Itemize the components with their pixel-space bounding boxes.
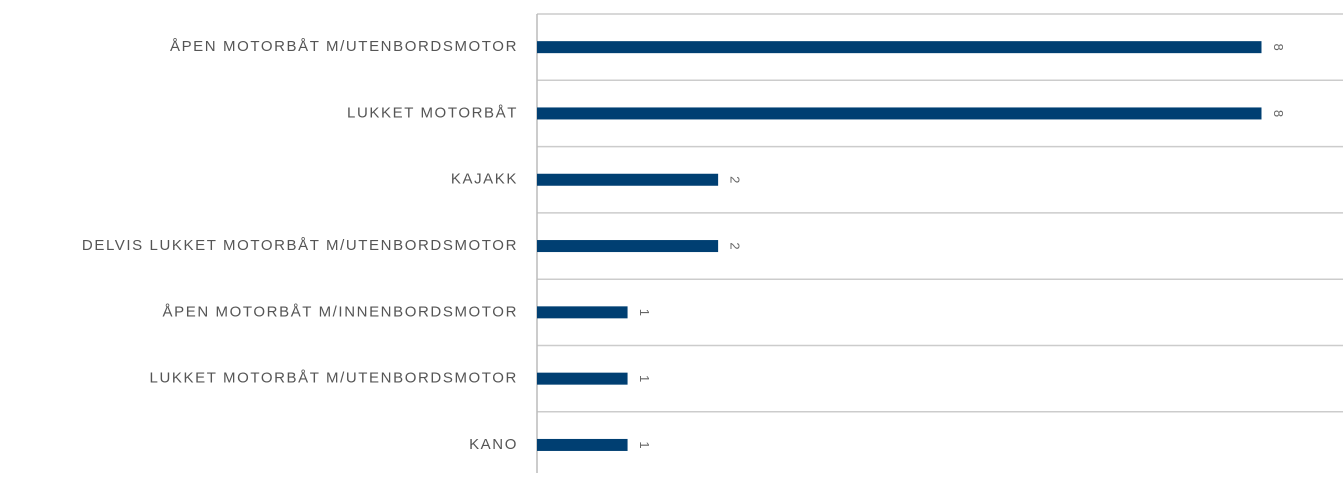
value-label: 2 bbox=[728, 176, 743, 183]
bar bbox=[537, 107, 1262, 120]
value-label: 8 bbox=[1271, 44, 1286, 51]
category-label: LUKKET MOTORBÅT M/UTENBORDSMOTOR bbox=[150, 370, 518, 387]
category-label: DELVIS LUKKET MOTORBÅT M/UTENBORDSMOTOR bbox=[82, 237, 518, 254]
value-label: 1 bbox=[637, 375, 652, 382]
category-label: LUKKET MOTORBÅT bbox=[347, 104, 518, 121]
value-label: 1 bbox=[637, 441, 652, 448]
value-label: 1 bbox=[637, 309, 652, 316]
category-label: KAJAKK bbox=[451, 171, 518, 188]
bar bbox=[537, 306, 628, 319]
bar bbox=[537, 240, 719, 253]
category-label: ÅPEN MOTORBÅT M/INNENBORDSMOTOR bbox=[163, 303, 518, 320]
bar bbox=[537, 438, 628, 451]
category-label: KANO bbox=[469, 436, 518, 453]
category-label: ÅPEN MOTORBÅT M/UTENBORDSMOTOR bbox=[170, 38, 518, 55]
value-label: 2 bbox=[728, 242, 743, 249]
bar bbox=[537, 372, 628, 385]
bar bbox=[537, 41, 1262, 54]
value-label: 8 bbox=[1271, 110, 1286, 117]
bar bbox=[537, 173, 719, 186]
